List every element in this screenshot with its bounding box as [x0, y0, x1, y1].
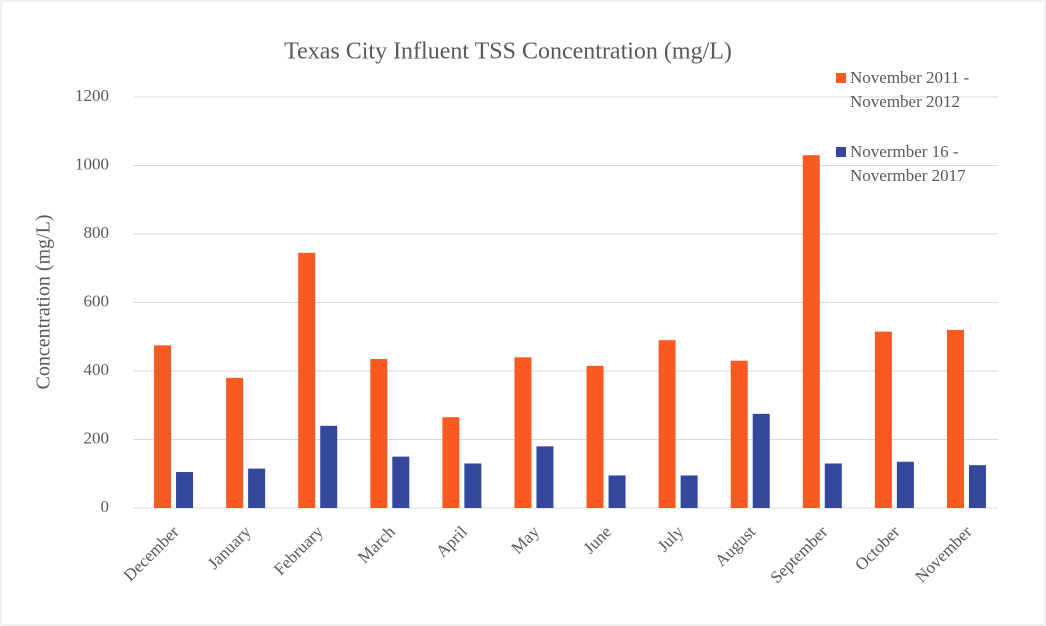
y-tick-label: 400 [84, 360, 110, 379]
y-tick-label: 1200 [75, 86, 109, 105]
legend-label: Novermber 16 - Novermber 2017 [850, 142, 966, 185]
x-tick-label: December [120, 522, 183, 585]
legend-swatch [836, 73, 846, 83]
y-tick-label: 800 [84, 223, 110, 242]
bar [248, 468, 266, 508]
chart-title: Texas City Influent TSS Concentration (m… [284, 39, 732, 65]
bar [802, 155, 820, 508]
x-tick-label: May [508, 522, 544, 558]
bar [442, 417, 460, 508]
x-tick-label: October [851, 522, 903, 574]
bar [608, 475, 626, 508]
x-tick-label: June [580, 522, 615, 557]
bar [586, 365, 604, 508]
x-tick-label: July [654, 522, 688, 556]
bar [370, 359, 388, 508]
bar [658, 340, 676, 508]
legend: November 2011 - November 2012 Novermber 1… [836, 66, 1036, 214]
y-tick-label: 200 [84, 428, 110, 447]
bar [874, 331, 892, 508]
bar [298, 252, 316, 508]
legend-item: Novermber 16 - Novermber 2017 [836, 140, 1036, 188]
legend-swatch [836, 147, 846, 157]
x-tick-label: March [354, 522, 399, 567]
legend-item: November 2011 - November 2012 [836, 66, 1036, 114]
bar [730, 360, 748, 508]
bar [824, 463, 842, 508]
x-tick-label: April [432, 522, 471, 561]
bar [752, 413, 770, 508]
bar [392, 456, 410, 508]
x-tick-label: November [911, 522, 975, 586]
x-tick-label: August [711, 522, 759, 570]
y-tick-label: 0 [101, 497, 110, 516]
bar [226, 377, 244, 508]
y-axis-label: Concentration (mg/L) [33, 215, 55, 390]
bar [320, 425, 338, 508]
bar [968, 465, 986, 508]
bar [464, 463, 482, 508]
bar [680, 475, 698, 508]
bar [176, 472, 194, 508]
legend-label: November 2011 - November 2012 [850, 68, 970, 111]
bar [154, 345, 172, 508]
bar [514, 357, 532, 508]
x-tick-label: February [270, 522, 327, 579]
bar [896, 461, 914, 508]
bar [536, 446, 554, 508]
x-tick-label: September [767, 522, 832, 587]
x-tick-label: January [204, 522, 255, 573]
y-tick-label: 600 [84, 291, 110, 310]
y-tick-label: 1000 [75, 154, 109, 173]
bar [946, 329, 964, 508]
